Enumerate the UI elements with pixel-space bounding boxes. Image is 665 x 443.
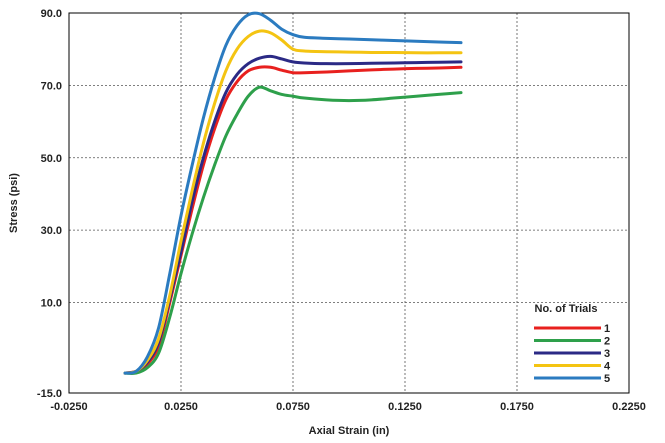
grid-lines (69, 13, 629, 393)
y-tick-label: 70.0 (41, 80, 62, 92)
legend-label-2: 2 (604, 336, 610, 348)
legend-label-3: 3 (604, 348, 610, 360)
x-tick-label: 0.1750 (500, 401, 534, 413)
legend-title: No. of Trials (535, 303, 598, 315)
y-axis-ticks: -15.0 10.0 30.0 50.0 70.0 90.0 (37, 8, 62, 400)
x-axis-ticks: -0.0250 0.0250 0.0750 0.1250 0.1750 0.2250 (50, 401, 645, 413)
x-axis-title: Axial Strain (in) (309, 425, 390, 437)
legend-label-1: 1 (604, 323, 610, 335)
y-tick-label: 90.0 (41, 8, 62, 20)
y-tick-label: 30.0 (41, 225, 62, 237)
legend-label-5: 5 (604, 373, 610, 385)
x-tick-label: 0.0750 (276, 401, 310, 413)
x-tick-label: 0.1250 (388, 401, 422, 413)
y-tick-label: 10.0 (41, 298, 62, 310)
series-line-4 (123, 29, 463, 375)
x-tick-label: 0.2250 (612, 401, 646, 413)
y-axis-title: Stress (psi) (8, 173, 20, 233)
y-tick-label: 50.0 (41, 153, 62, 165)
legend-label-4: 4 (604, 361, 611, 373)
y-tick-label: -15.0 (37, 388, 62, 400)
series-line-5 (123, 11, 463, 375)
series-line-2 (123, 85, 463, 375)
series-line-1 (123, 65, 463, 375)
x-tick-label: 0.0250 (164, 401, 198, 413)
x-tick-label: -0.0250 (50, 401, 87, 413)
plot-frame (68, 12, 630, 394)
series-layer (123, 11, 463, 375)
